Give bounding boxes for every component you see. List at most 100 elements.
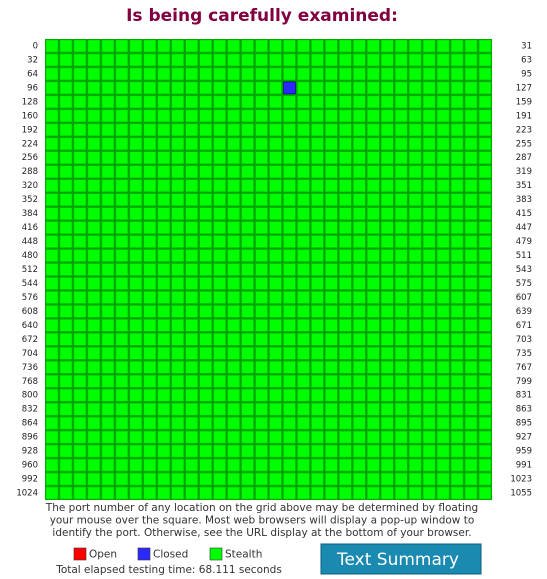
port-cell[interactable] [408, 207, 422, 220]
port-cell[interactable] [115, 472, 129, 486]
port-cell[interactable] [367, 305, 380, 318]
port-cell[interactable] [143, 39, 157, 53]
port-cell[interactable] [394, 472, 408, 486]
port-cell[interactable] [394, 263, 408, 276]
port-cell[interactable] [353, 67, 366, 81]
port-cell[interactable] [87, 249, 101, 262]
port-cell[interactable] [185, 361, 198, 374]
port-cell[interactable] [422, 333, 436, 346]
port-cell[interactable] [450, 361, 464, 374]
port-cell[interactable] [464, 151, 478, 165]
port-cell[interactable] [283, 53, 296, 67]
port-cell[interactable] [311, 235, 324, 248]
port-cell[interactable] [380, 137, 394, 151]
port-cell[interactable] [157, 109, 171, 123]
port-cell[interactable] [353, 81, 366, 95]
port-cell[interactable] [283, 319, 296, 332]
port-cell[interactable] [297, 39, 310, 53]
port-cell[interactable] [241, 444, 254, 458]
port-cell[interactable] [478, 291, 492, 304]
port-cell[interactable] [45, 402, 59, 416]
port-cell[interactable] [464, 123, 478, 137]
port-cell[interactable] [171, 472, 184, 486]
port-cell[interactable] [171, 319, 184, 332]
port-cell[interactable] [422, 347, 436, 360]
port-cell[interactable] [464, 81, 478, 95]
port-cell[interactable] [478, 402, 492, 416]
port-cell[interactable] [129, 291, 143, 304]
port-cell[interactable] [255, 221, 268, 234]
port-cell[interactable] [367, 53, 380, 67]
port-cell[interactable] [227, 430, 240, 444]
port-cell[interactable] [129, 221, 143, 234]
port-cell[interactable] [283, 374, 296, 388]
port-cell[interactable] [129, 277, 143, 290]
port-cell[interactable] [436, 430, 450, 444]
port-cell[interactable] [297, 151, 310, 165]
port-cell[interactable] [380, 291, 394, 304]
port-cell[interactable] [380, 235, 394, 248]
port-cell[interactable] [436, 361, 450, 374]
port-cell[interactable] [269, 430, 282, 444]
port-cell[interactable] [227, 207, 240, 220]
port-cell[interactable] [255, 235, 268, 248]
port-cell[interactable] [478, 263, 492, 276]
port-cell[interactable] [59, 291, 73, 304]
port-cell[interactable] [73, 263, 87, 276]
port-cell[interactable] [297, 249, 310, 262]
port-cell[interactable] [199, 179, 212, 192]
port-cell[interactable] [157, 291, 171, 304]
port-cell[interactable] [422, 374, 436, 388]
port-cell[interactable] [450, 486, 464, 500]
port-cell[interactable] [73, 249, 87, 262]
port-cell[interactable] [422, 263, 436, 276]
port-cell[interactable] [73, 472, 87, 486]
port-cell[interactable] [227, 221, 240, 234]
port-cell[interactable] [464, 416, 478, 430]
port-cell[interactable] [269, 249, 282, 262]
port-cell[interactable] [87, 193, 101, 206]
port-cell[interactable] [394, 165, 408, 178]
port-cell[interactable] [241, 151, 254, 165]
port-cell[interactable] [269, 486, 282, 500]
port-cell[interactable] [185, 402, 198, 416]
port-cell[interactable] [367, 486, 380, 500]
port-cell[interactable] [241, 39, 254, 53]
port-cell[interactable] [283, 291, 296, 304]
port-cell[interactable] [171, 388, 184, 402]
port-cell[interactable] [213, 430, 226, 444]
port-cell[interactable] [353, 374, 366, 388]
port-cell[interactable] [297, 361, 310, 374]
port-cell[interactable] [422, 444, 436, 458]
port-cell[interactable] [45, 472, 59, 486]
port-cell[interactable] [325, 207, 338, 220]
port-cell[interactable] [255, 333, 268, 346]
port-cell[interactable] [227, 458, 240, 472]
port-cell[interactable] [87, 109, 101, 123]
port-cell[interactable] [199, 151, 212, 165]
port-cell[interactable] [59, 151, 73, 165]
port-cell[interactable] [45, 486, 59, 500]
port-cell[interactable] [59, 347, 73, 360]
port-cell[interactable] [464, 430, 478, 444]
port-cell[interactable] [115, 81, 129, 95]
port-cell[interactable] [101, 472, 115, 486]
port-cell[interactable] [255, 137, 268, 151]
button-label[interactable]: Text Summary [336, 550, 459, 570]
port-cell[interactable] [325, 291, 338, 304]
port-cell[interactable] [367, 207, 380, 220]
port-cell[interactable] [87, 53, 101, 67]
port-cell[interactable] [325, 179, 338, 192]
port-cell[interactable] [185, 109, 198, 123]
port-cell[interactable] [394, 402, 408, 416]
port-cell[interactable] [450, 263, 464, 276]
port-cell[interactable] [464, 137, 478, 151]
port-cell[interactable] [283, 123, 296, 137]
port-cell[interactable] [269, 319, 282, 332]
port-cell[interactable] [73, 123, 87, 137]
port-cell[interactable] [129, 388, 143, 402]
port-cell[interactable] [241, 137, 254, 151]
port-cell[interactable] [422, 221, 436, 234]
port-cell[interactable] [87, 39, 101, 53]
port-cell[interactable] [115, 319, 129, 332]
